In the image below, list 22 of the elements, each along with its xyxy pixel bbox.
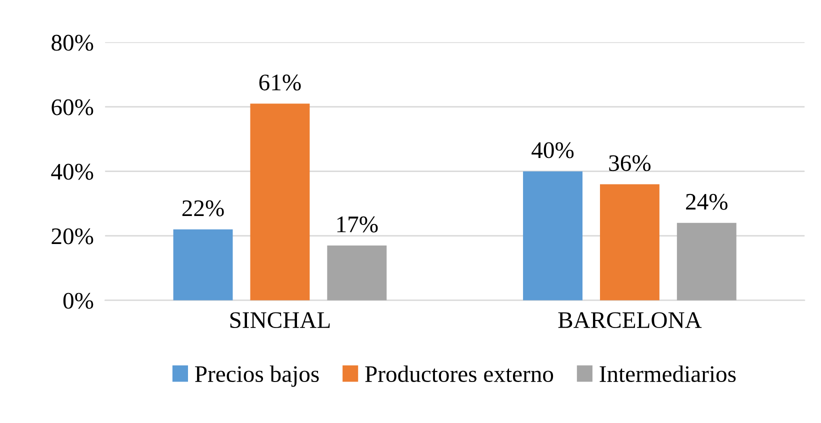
data-label: 24% <box>686 194 728 210</box>
y-tick-label: 60% <box>52 99 94 116</box>
bar <box>250 104 310 300</box>
y-tick-label: 80% <box>52 34 94 51</box>
bar <box>676 222 736 300</box>
legend-label: Precios bajos <box>195 365 319 387</box>
x-tick-label: BARCELONA <box>558 312 702 328</box>
legend-label: Productores externo <box>365 365 554 382</box>
x-tick-label: SINCHAL <box>230 312 330 328</box>
y-tick-label: 40% <box>51 164 94 180</box>
data-label: 61% <box>259 74 301 91</box>
data-label: 40% <box>532 142 574 158</box>
data-label: 17% <box>337 216 378 232</box>
y-tick-label: 0% <box>63 292 94 309</box>
y-tick-label: 20% <box>52 228 94 244</box>
bar <box>327 246 387 300</box>
bar <box>173 229 233 300</box>
legend-label: Intermediarios <box>600 365 736 382</box>
data-label: 36% <box>609 155 651 172</box>
data-label: 22% <box>182 200 224 216</box>
bar <box>523 171 582 300</box>
bar <box>600 184 660 300</box>
